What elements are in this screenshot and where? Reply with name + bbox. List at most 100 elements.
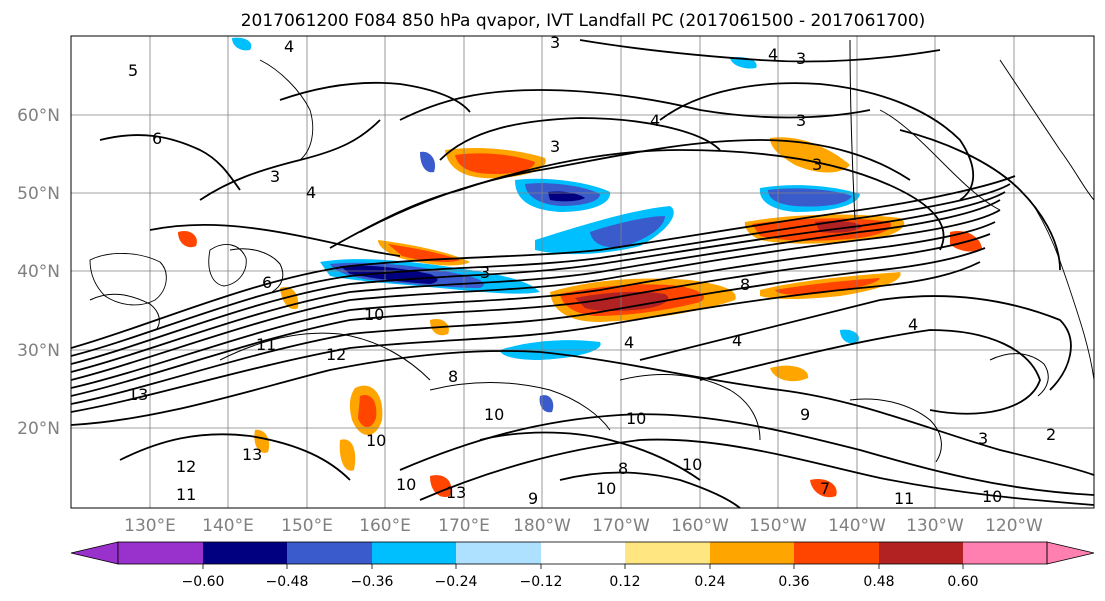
colorbar-bin <box>710 542 794 564</box>
shade-positive-patch <box>810 478 837 498</box>
contour-label: 3 <box>796 49 806 68</box>
shade-positive-patch <box>254 429 270 453</box>
shade-positive-patch <box>430 475 452 498</box>
contour-label: 3 <box>550 137 560 156</box>
contour-label: 10 <box>484 405 504 424</box>
shade-positive-patch <box>770 365 809 382</box>
colorbar-extend-low <box>70 541 119 565</box>
colorbar-bin <box>372 542 456 564</box>
colorbar-tick-label: −0.60 <box>182 574 225 590</box>
colorbar-bin <box>287 542 372 564</box>
shade-positive-patch <box>339 439 356 471</box>
contour-label: 11 <box>176 485 196 504</box>
lon-label: 130°E <box>124 516 176 536</box>
colorbar-tick-label: 0.12 <box>609 574 640 590</box>
shade-negative-patch <box>420 151 436 173</box>
shade-negative-patch <box>590 216 665 248</box>
coastlines <box>89 59 1094 381</box>
contour-label: 13 <box>242 445 262 464</box>
colorbar-frame <box>117 541 1048 565</box>
shade-negative-patch <box>539 395 554 413</box>
contour-label: 11 <box>256 335 276 354</box>
colorbar-bin <box>541 542 625 564</box>
latitude-labels: 60°N 50°N 40°N 30°N 20°N <box>17 106 60 439</box>
contour-label: 5 <box>128 61 138 80</box>
colorbar-bin <box>456 542 541 564</box>
contour-label: 3 <box>270 167 280 186</box>
contour-label: 3 <box>812 155 822 174</box>
colorbar-ticks <box>202 564 964 569</box>
colorbar-tick-label: −0.36 <box>351 574 394 590</box>
lon-label: 140°E <box>202 516 254 536</box>
lon-label: 160°E <box>359 516 411 536</box>
colorbar-extend-high <box>1046 541 1095 565</box>
contour-label: 6 <box>262 273 272 292</box>
shade-negative-patch <box>232 37 252 51</box>
contour-label: 7 <box>820 479 830 498</box>
colorbar-tick-label: 0.24 <box>694 574 725 590</box>
contour-label: 10 <box>626 409 646 428</box>
contour-label: 9 <box>528 489 538 508</box>
contour-label: 6 <box>152 129 162 148</box>
lat-label-60n: 60°N <box>17 106 60 126</box>
contour-label: 4 <box>284 37 294 56</box>
lat-label-50n: 50°N <box>17 184 60 204</box>
longitude-labels: 130°E 140°E 150°E 160°E 170°E 180°W 170°… <box>124 516 1043 536</box>
lon-label: 170°E <box>438 516 490 536</box>
contour-label: 13 <box>446 483 466 502</box>
colorbar: −0.60 −0.48 −0.36 −0.24 −0.12 0.12 0.24 … <box>70 541 1095 590</box>
shade-negative-patch <box>840 329 859 344</box>
colorbar-tick-label: 0.60 <box>947 574 978 590</box>
colorbar-bin <box>879 542 963 564</box>
shade-positive-patch <box>770 137 850 173</box>
contour-label: 4 <box>732 331 742 350</box>
lon-label: 160°W <box>671 516 729 536</box>
shade-positive-patch <box>775 278 880 295</box>
shade-positive-patch <box>388 244 460 263</box>
lat-label-20n: 20°N <box>17 419 60 439</box>
colorbar-tick-label: 0.48 <box>863 574 894 590</box>
shade-negative-patch <box>548 191 585 202</box>
contour-label: 8 <box>618 459 628 478</box>
lon-label: 130°W <box>906 516 964 536</box>
colorbar-bin <box>118 542 203 564</box>
colorbar-tick-label: 0.36 <box>778 574 809 590</box>
contour-label: 3 <box>550 33 560 52</box>
contour-label: 11 <box>894 489 914 508</box>
contour-lines <box>71 39 1094 508</box>
lon-label: 140°W <box>828 516 886 536</box>
colorbar-bin <box>203 542 287 564</box>
shade-positive-patch <box>455 153 535 174</box>
colorbar-tick-label: −0.24 <box>435 574 478 590</box>
lat-label-30n: 30°N <box>17 341 60 361</box>
contour-label: 4 <box>650 111 660 130</box>
contour-label: 10 <box>396 475 416 494</box>
shade-positive-patch <box>575 291 669 311</box>
contour-label: 4 <box>306 183 316 202</box>
contour-label: 10 <box>982 487 1002 506</box>
contour-label: 4 <box>768 45 778 64</box>
contour-label: 10 <box>596 479 616 498</box>
contour-label: 4 <box>624 333 634 352</box>
colorbar-tick-label: −0.48 <box>266 574 309 590</box>
thin-contour-lines <box>89 39 1094 463</box>
lon-label: 150°W <box>749 516 807 536</box>
graticule <box>71 36 1094 508</box>
map-area: 4 3 5 4 3 6 3 4 3 3 4 3 6 3 10 8 4 4 11 … <box>71 33 1094 508</box>
contour-label: 4 <box>908 315 918 334</box>
contour-label: 2 <box>1046 425 1056 444</box>
figure-title: 2017061200 F084 850 hPa qvapor, IVT Land… <box>241 11 926 31</box>
contour-label: 3 <box>978 429 988 448</box>
lat-label-40n: 40°N <box>17 262 60 282</box>
contour-label: 12 <box>326 345 346 364</box>
colorbar-tick-label: −0.12 <box>520 574 563 590</box>
shade-positive-patch <box>178 230 197 248</box>
colorbar-bin <box>963 542 1047 564</box>
contour-label: 8 <box>740 275 750 294</box>
contour-label: 10 <box>364 305 384 324</box>
contour-label: 13 <box>128 385 148 404</box>
lon-label: 150°E <box>281 516 333 536</box>
lon-label: 180°W <box>513 516 571 536</box>
contour-label: 3 <box>796 111 806 130</box>
